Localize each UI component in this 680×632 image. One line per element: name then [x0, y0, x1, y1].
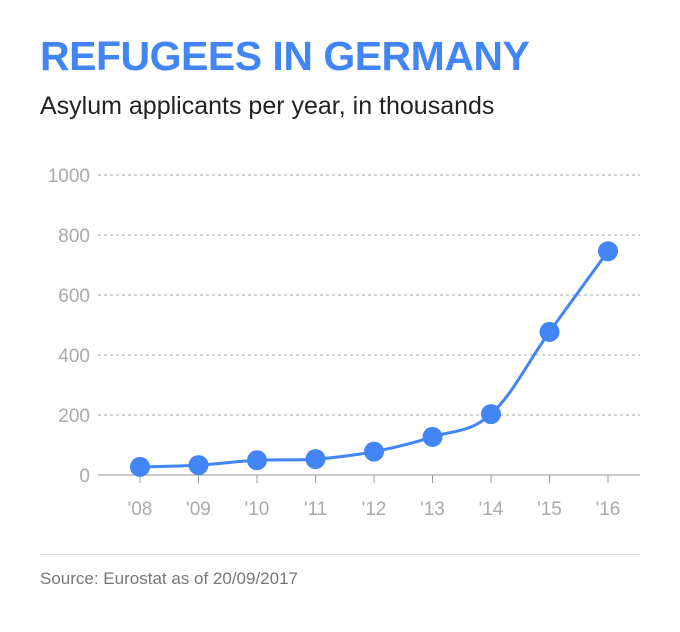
y-tick-label: 0	[79, 466, 90, 487]
data-point-markers	[130, 241, 618, 477]
data-point-1	[188, 455, 209, 476]
y-tick-label: 600	[58, 286, 90, 307]
data-point-8	[598, 241, 618, 262]
footer-divider	[40, 554, 640, 555]
data-point-6	[481, 404, 501, 425]
x-tick-label: '08	[128, 499, 153, 520]
data-point-2	[247, 450, 267, 471]
x-tick-label: '16	[596, 499, 621, 520]
chart-title: REFUGEES IN GERMANY	[40, 33, 530, 79]
data-point-5	[422, 426, 443, 447]
y-tick-label: 800	[58, 226, 90, 247]
x-axis: '08 '09 '10 '11 '12 '13 '14 '15 '16	[128, 475, 621, 520]
y-axis-tick-labels: 0 200 400 600 800 1000	[48, 166, 90, 487]
data-point-7	[539, 321, 560, 342]
x-tick-label: '12	[362, 499, 387, 520]
source-note: Source: Eurostat as of 20/09/2017	[40, 569, 299, 588]
x-tick-label: '13	[420, 499, 445, 520]
grid-lines	[98, 174, 640, 476]
x-tick-label: '14	[479, 499, 504, 520]
series-line	[138, 249, 610, 469]
x-tick-label: '09	[186, 499, 211, 520]
x-tick-label: '11	[304, 499, 327, 520]
data-point-3	[305, 449, 326, 470]
series-line-layer	[138, 249, 610, 469]
chart-subtitle: Asylum applicants per year, in thousands	[40, 92, 495, 120]
y-tick-label: 200	[58, 406, 90, 427]
y-tick-label: 400	[58, 346, 90, 367]
x-tick-label: '10	[245, 499, 270, 520]
data-point-0	[130, 456, 150, 477]
y-tick-label: 1000	[48, 166, 90, 187]
x-tick-label: '15	[537, 499, 562, 520]
data-point-4	[364, 441, 384, 462]
